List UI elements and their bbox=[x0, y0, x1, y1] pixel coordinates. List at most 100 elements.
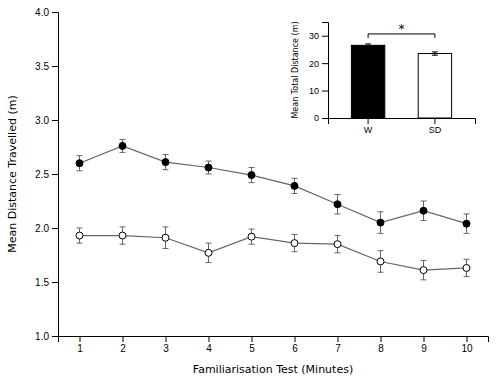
tick-mark bbox=[424, 336, 425, 342]
tick: 9 bbox=[421, 336, 427, 354]
tick: 4.0 bbox=[35, 7, 58, 18]
error-cap bbox=[421, 220, 427, 221]
error-cap bbox=[292, 234, 298, 235]
error-cap bbox=[120, 226, 126, 227]
chart-root: 123456789101.01.52.02.53.03.54.0Familiar… bbox=[0, 0, 500, 381]
tick-mark bbox=[322, 36, 328, 37]
tick: 2.5 bbox=[35, 169, 58, 180]
tick-label: SD bbox=[429, 125, 442, 135]
error-bar bbox=[464, 214, 470, 233]
axis-line bbox=[52, 13, 59, 337]
error-bar bbox=[249, 168, 255, 183]
point bbox=[291, 240, 298, 247]
error-cap bbox=[206, 262, 212, 263]
error-cap bbox=[335, 235, 341, 236]
tick-mark bbox=[52, 174, 58, 175]
point bbox=[377, 258, 384, 265]
error-bar bbox=[335, 195, 341, 214]
error-cap bbox=[163, 154, 169, 155]
error-bar bbox=[249, 229, 255, 244]
y-axis: 0102030 bbox=[309, 23, 329, 124]
error-cap bbox=[421, 279, 427, 280]
error-bar bbox=[163, 155, 169, 170]
axis-line bbox=[329, 119, 476, 125]
error-cap bbox=[464, 259, 470, 260]
error-bar bbox=[120, 227, 126, 244]
tick: 6 bbox=[292, 336, 298, 354]
tick-label: 1.0 bbox=[35, 331, 49, 342]
point bbox=[205, 249, 212, 256]
tick-mark bbox=[295, 336, 296, 342]
tick-label: 2 bbox=[120, 343, 126, 354]
tick-mark bbox=[52, 12, 58, 13]
plot-area bbox=[76, 139, 470, 279]
point bbox=[76, 232, 83, 239]
y-axis-label: Mean Total Distance (m) bbox=[291, 21, 300, 118]
tick: 5 bbox=[249, 336, 255, 354]
error-cap bbox=[206, 243, 212, 244]
axis-line bbox=[322, 23, 329, 119]
tick-label: 7 bbox=[335, 343, 341, 354]
tick: 2.0 bbox=[35, 223, 58, 234]
tick-mark bbox=[322, 91, 328, 92]
point bbox=[420, 207, 427, 214]
line bbox=[80, 236, 467, 271]
tick-mark bbox=[123, 336, 124, 342]
point bbox=[162, 159, 169, 166]
error-cap bbox=[378, 250, 384, 251]
error-bar bbox=[378, 212, 384, 234]
error-bar bbox=[292, 234, 298, 251]
error-bar bbox=[206, 161, 212, 174]
point bbox=[119, 232, 126, 239]
point bbox=[248, 233, 255, 240]
error-bar bbox=[292, 178, 298, 193]
tick: 3.0 bbox=[35, 115, 58, 126]
tick: W bbox=[364, 118, 373, 135]
point bbox=[205, 164, 212, 171]
tick-label: 0 bbox=[314, 113, 319, 123]
tick-label: 1 bbox=[77, 343, 83, 354]
tick-label: 3 bbox=[163, 343, 169, 354]
error-cap bbox=[432, 55, 438, 56]
error-bar bbox=[432, 52, 438, 55]
error-bar bbox=[120, 139, 126, 152]
tick-label: 3.5 bbox=[35, 61, 49, 72]
tick-mark bbox=[52, 336, 58, 337]
tick: 1 bbox=[77, 336, 83, 354]
tick-label: 1.5 bbox=[35, 277, 49, 288]
tick-label: 30 bbox=[309, 31, 319, 41]
error-bar bbox=[206, 243, 212, 262]
point bbox=[334, 201, 341, 208]
tick-label: 3.0 bbox=[35, 115, 49, 126]
error-cap bbox=[378, 272, 384, 273]
tick-label: 6 bbox=[292, 343, 298, 354]
error-cap bbox=[378, 233, 384, 234]
error-cap bbox=[120, 139, 126, 140]
error-cap bbox=[335, 252, 341, 253]
y-axis: 1.0 1.5 2.0 2.5 3.0 3.5 4.0 bbox=[35, 7, 58, 342]
error-cap bbox=[120, 152, 126, 153]
tick-label: 4 bbox=[206, 343, 212, 354]
tick: 10 bbox=[461, 336, 473, 354]
tick-label: 10 bbox=[461, 343, 473, 354]
tick-mark bbox=[252, 336, 253, 342]
error-cap bbox=[249, 229, 255, 230]
tick-label: W bbox=[364, 125, 373, 135]
tick-label: 8 bbox=[378, 343, 384, 354]
tick-mark bbox=[381, 336, 382, 342]
tick: SD bbox=[429, 118, 442, 135]
bar bbox=[418, 54, 451, 118]
tick-mark bbox=[322, 118, 328, 119]
x-axis: W SD bbox=[329, 118, 476, 135]
error-cap bbox=[292, 178, 298, 179]
error-cap bbox=[163, 169, 169, 170]
inset-background bbox=[286, 14, 483, 140]
y-axis-label: Mean Distance Travelled (m) bbox=[6, 95, 19, 252]
error-cap bbox=[292, 193, 298, 194]
point bbox=[463, 264, 470, 271]
tick-mark bbox=[52, 120, 58, 121]
x-axis: 1 2 3 4 5 6 7 8 9 10 bbox=[59, 336, 489, 354]
error-cap bbox=[206, 161, 212, 162]
point bbox=[463, 220, 470, 227]
tick-mark bbox=[434, 118, 435, 124]
